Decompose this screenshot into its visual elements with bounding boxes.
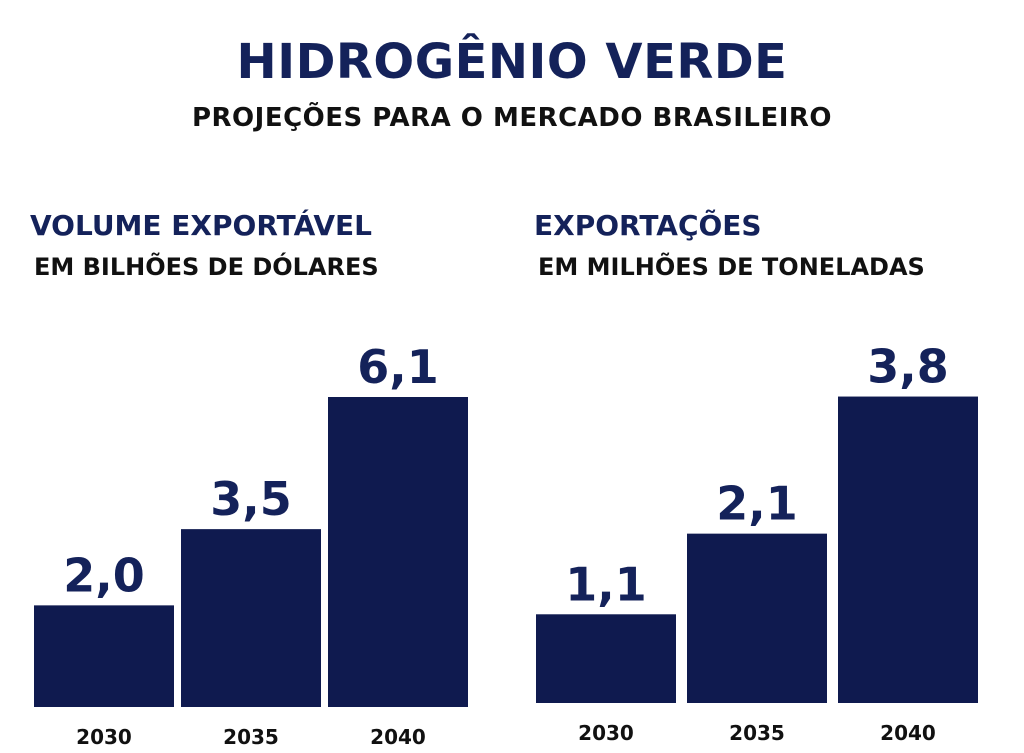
page-title: HIDROGÊNIO VERDE	[236, 34, 788, 90]
left-tick-label-2040: 2040	[370, 725, 426, 749]
right-value-label-2035: 2,1	[716, 477, 798, 531]
right-value-label-2030: 1,1	[565, 557, 647, 611]
left-chart-title: VOLUME EXPORTÁVEL	[30, 209, 372, 242]
left-bar-2035	[181, 529, 321, 707]
left-value-label-2035: 3,5	[210, 472, 292, 526]
left-tick-label-2035: 2035	[223, 725, 279, 749]
left-value-label-2040: 6,1	[357, 340, 439, 394]
right-tick-label-2040: 2040	[880, 721, 936, 745]
right-bar-2030	[536, 614, 676, 703]
right-value-label-2040: 3,8	[867, 340, 949, 394]
left-tick-label-2030: 2030	[76, 725, 132, 749]
left-chart-header: VOLUME EXPORTÁVEL EM BILHÕES DE DÓLARES	[30, 208, 510, 284]
left-value-label-2030: 2,0	[63, 548, 145, 602]
left-bar-chart: 2,0 2030 3,5 2035 6,1 2040	[34, 340, 468, 749]
right-chart-header: EXPORTAÇÕES EM MILHÕES DE TONELADAS	[534, 208, 1014, 284]
left-bar-2030	[34, 605, 174, 707]
right-bar-2040	[838, 396, 978, 703]
right-tick-label-2035: 2035	[729, 721, 785, 745]
page-subtitle: PROJEÇÕES PARA O MERCADO BRASILEIRO	[191, 103, 833, 133]
right-chart-unit: EM MILHÕES DE TONELADAS	[538, 253, 925, 281]
right-chart-title: EXPORTAÇÕES	[534, 209, 762, 242]
left-bar-2040	[328, 397, 468, 707]
left-chart-unit: EM BILHÕES DE DÓLARES	[34, 253, 379, 281]
right-tick-label-2030: 2030	[578, 721, 634, 745]
right-bar-2035	[687, 533, 827, 703]
right-bar-chart: 1,1 2030 2,1 2035 3,8 2040	[536, 340, 978, 745]
